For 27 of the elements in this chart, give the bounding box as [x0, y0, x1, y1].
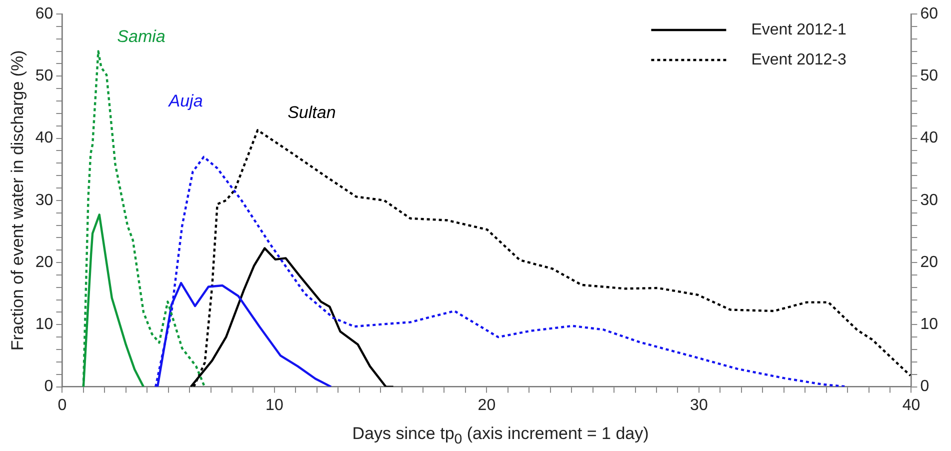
x-tick-label: 40 [902, 396, 920, 414]
y2-tick-label: 40 [920, 130, 938, 147]
x-tick-label: 30 [690, 396, 708, 414]
legend-label: Event 2012-1 [751, 21, 846, 38]
y2-tick-label: 0 [920, 378, 930, 396]
x-tick-label: 10 [266, 396, 284, 414]
y-tick-label: 30 [35, 192, 54, 209]
y2-tick-label: 30 [920, 192, 938, 209]
x-axis-title: Days since tp$_{0}$ (axis increment = 1 day) [351, 424, 650, 448]
y-tick-label: 20 [35, 254, 54, 271]
x-tick-label: 0 [58, 396, 67, 414]
y-tick-label: 50 [35, 68, 54, 85]
x-tick-label: 20 [478, 396, 496, 414]
y-tick-label: 0 [44, 378, 54, 396]
y-tick-label: 10 [35, 316, 54, 334]
y2-tick-label: 50 [920, 68, 938, 85]
y-tick-label: 40 [35, 130, 54, 147]
y2-tick-label: 10 [920, 316, 938, 334]
legend-label: Event 2012-3 [751, 51, 846, 68]
y-axis-title: Fraction of event water in discharge (%) [8, 50, 27, 351]
annotation: Auja [168, 92, 203, 111]
y2-tick-label: 60 [920, 5, 938, 22]
annotation: Sultan [288, 102, 336, 122]
y2-tick-label: 20 [920, 254, 938, 271]
line-series [192, 129, 912, 387]
annotation: Samia [117, 27, 166, 46]
y-tick-label: 60 [35, 5, 54, 22]
